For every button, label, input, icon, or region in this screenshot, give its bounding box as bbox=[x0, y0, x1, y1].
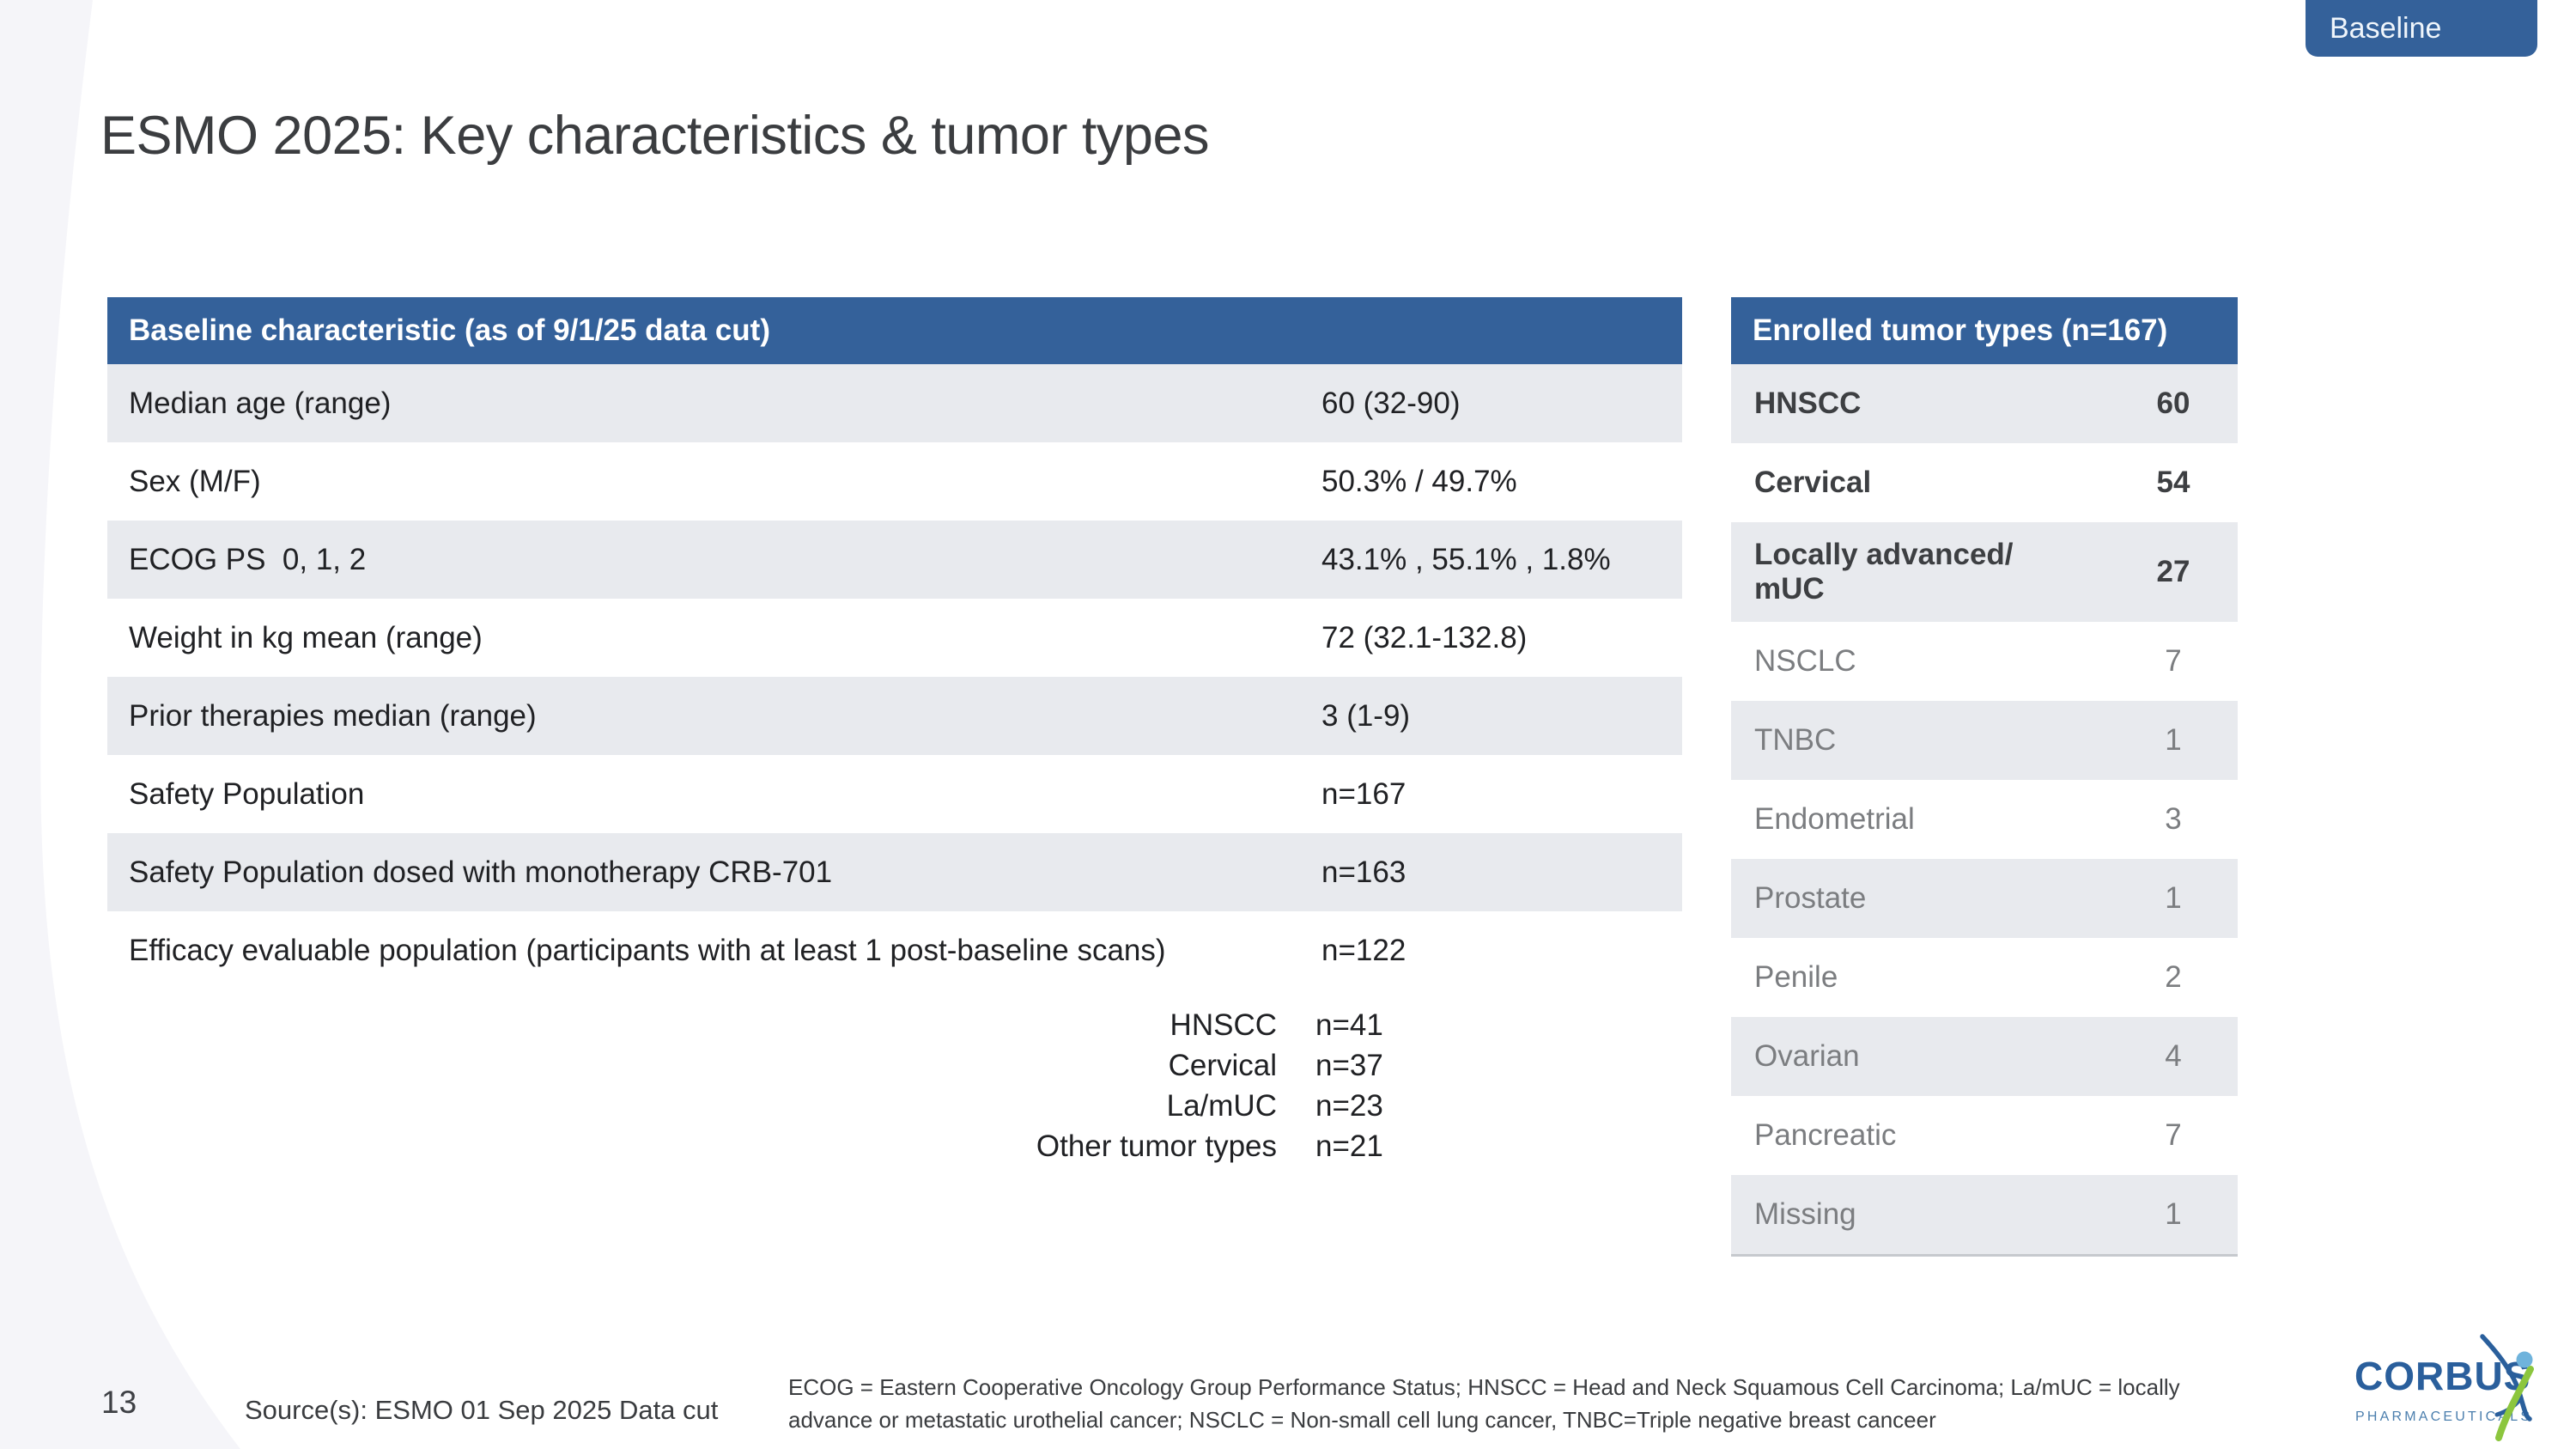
section-tag-baseline: Baseline bbox=[2306, 0, 2537, 57]
table-row: TNBC 1 bbox=[1731, 701, 2238, 780]
leaping-figure-icon bbox=[2480, 1334, 2534, 1441]
section-tag-label: Baseline bbox=[2330, 11, 2442, 45]
row-value: 1 bbox=[2165, 723, 2182, 757]
corbus-pharmaceuticals-logo: CORBUS PHARMACEUTICALS bbox=[2354, 1334, 2534, 1441]
row-value: 1 bbox=[2165, 881, 2182, 915]
sub-row-value: n=23 bbox=[1315, 1089, 1383, 1123]
table-row: Weight in kg mean (range) 72 (32.1-132.8… bbox=[107, 599, 1682, 677]
row-value: 3 (1-9) bbox=[1321, 698, 1411, 733]
row-label: Safety Population bbox=[129, 776, 365, 811]
row-value: n=122 bbox=[1321, 933, 1406, 967]
page-title: ESMO 2025: Key characteristics & tumor t… bbox=[100, 106, 1210, 166]
table-row: Ovarian 4 bbox=[1731, 1017, 2238, 1096]
row-value: 1 bbox=[2165, 1197, 2182, 1231]
table-row: Locally advanced/ mUC 27 bbox=[1731, 522, 2238, 622]
row-label: Missing bbox=[1754, 1197, 1856, 1231]
sub-row-value: n=21 bbox=[1315, 1129, 1383, 1163]
row-label: Cervical bbox=[1754, 466, 1872, 499]
table-row: NSCLC 7 bbox=[1731, 622, 2238, 701]
row-value: 50.3% / 49.7% bbox=[1321, 464, 1517, 498]
row-value: 60 bbox=[2156, 387, 2190, 420]
row-value: 60 (32-90) bbox=[1321, 386, 1461, 420]
row-value: 3 bbox=[2165, 802, 2182, 836]
baseline-characteristics-table: Baseline characteristic (as of 9/1/25 da… bbox=[107, 297, 1682, 1166]
row-value: 72 (32.1-132.8) bbox=[1321, 620, 1528, 654]
table-row: Safety Population dosed with monotherapy… bbox=[107, 833, 1682, 911]
table-row: ECOG PS 0, 1, 2 43.1% , 55.1% , 1.8% bbox=[107, 521, 1682, 599]
efficacy-breakdown: HNSCC n=41 Cervical n=37 La/mUC n=23 Oth… bbox=[107, 1005, 1682, 1166]
row-label: Endometrial bbox=[1754, 802, 1915, 836]
table-row: Pancreatic 7 bbox=[1731, 1096, 2238, 1175]
enrolled-tumor-types-table: Enrolled tumor types (n=167) HNSCC 60 Ce… bbox=[1731, 297, 2238, 1257]
table-row: Endometrial 3 bbox=[1731, 780, 2238, 859]
table-row: Median age (range) 60 (32-90) bbox=[107, 364, 1682, 442]
table-row: Efficacy evaluable population (participa… bbox=[107, 911, 1682, 989]
row-value: 7 bbox=[2165, 644, 2182, 678]
table-row: Safety Population n=167 bbox=[107, 755, 1682, 833]
footnote-abbreviations: ECOG = Eastern Cooperative Oncology Grou… bbox=[788, 1374, 2180, 1433]
table-row: Cervical 54 bbox=[1731, 443, 2238, 522]
sub-row: Cervical n=37 bbox=[107, 1045, 1682, 1086]
sub-row-value: n=41 bbox=[1315, 1008, 1383, 1042]
row-label: Ovarian bbox=[1754, 1039, 1860, 1073]
row-label: Efficacy evaluable population (participa… bbox=[129, 933, 1166, 967]
table-row: Sex (M/F) 50.3% / 49.7% bbox=[107, 442, 1682, 521]
row-value: 54 bbox=[2156, 466, 2190, 499]
logo-sub-text: PHARMACEUTICALS bbox=[2355, 1409, 2532, 1424]
sub-row-label: HNSCC bbox=[1170, 1008, 1277, 1042]
row-label: Prior therapies median (range) bbox=[129, 698, 537, 733]
table-row: Prostate 1 bbox=[1731, 859, 2238, 938]
sub-row-label: La/mUC bbox=[1166, 1089, 1277, 1123]
table-row: Penile 2 bbox=[1731, 938, 2238, 1017]
table-header-label: Enrolled tumor types (n=167) bbox=[1753, 314, 2168, 347]
row-label: Median age (range) bbox=[129, 386, 392, 420]
row-label: TNBC bbox=[1754, 723, 1837, 757]
sub-row: Other tumor types n=21 bbox=[107, 1126, 1682, 1166]
page-number: 13 bbox=[101, 1385, 137, 1420]
table-row: Missing 1 bbox=[1731, 1175, 2238, 1254]
row-label: Safety Population dosed with monotherapy… bbox=[129, 855, 833, 889]
sub-row-label: Cervical bbox=[1168, 1049, 1277, 1082]
sub-row: La/mUC n=23 bbox=[107, 1086, 1682, 1126]
row-label: Locally advanced/ mUC bbox=[1754, 537, 2014, 606]
table-header: Baseline characteristic (as of 9/1/25 da… bbox=[107, 297, 1682, 364]
row-label: NSCLC bbox=[1754, 644, 1856, 678]
table-header: Enrolled tumor types (n=167) bbox=[1731, 297, 2238, 364]
row-value: 7 bbox=[2165, 1118, 2182, 1152]
row-label: HNSCC bbox=[1754, 387, 1862, 420]
row-value: 27 bbox=[2156, 554, 2190, 588]
sub-row-value: n=37 bbox=[1315, 1049, 1383, 1082]
row-label: Penile bbox=[1754, 960, 1838, 994]
row-value: 2 bbox=[2165, 960, 2182, 994]
sub-row-label: Other tumor types bbox=[1036, 1129, 1277, 1163]
row-label: Sex (M/F) bbox=[129, 464, 261, 498]
row-label: Pancreatic bbox=[1754, 1118, 1897, 1152]
row-label: Weight in kg mean (range) bbox=[129, 620, 483, 654]
sub-row: HNSCC n=41 bbox=[107, 1005, 1682, 1045]
row-value: n=163 bbox=[1321, 855, 1406, 889]
table-header-label: Baseline characteristic (as of 9/1/25 da… bbox=[129, 314, 770, 347]
row-label: ECOG PS 0, 1, 2 bbox=[129, 542, 367, 576]
table-row: Prior therapies median (range) 3 (1-9) bbox=[107, 677, 1682, 755]
source-text: Source(s): ESMO 01 Sep 2025 Data cut bbox=[245, 1395, 719, 1425]
row-value: 4 bbox=[2165, 1039, 2182, 1073]
row-value: 43.1% , 55.1% , 1.8% bbox=[1321, 542, 1611, 576]
table-row: HNSCC 60 bbox=[1731, 364, 2238, 443]
row-value: n=167 bbox=[1321, 776, 1406, 811]
row-label: Prostate bbox=[1754, 881, 1867, 915]
